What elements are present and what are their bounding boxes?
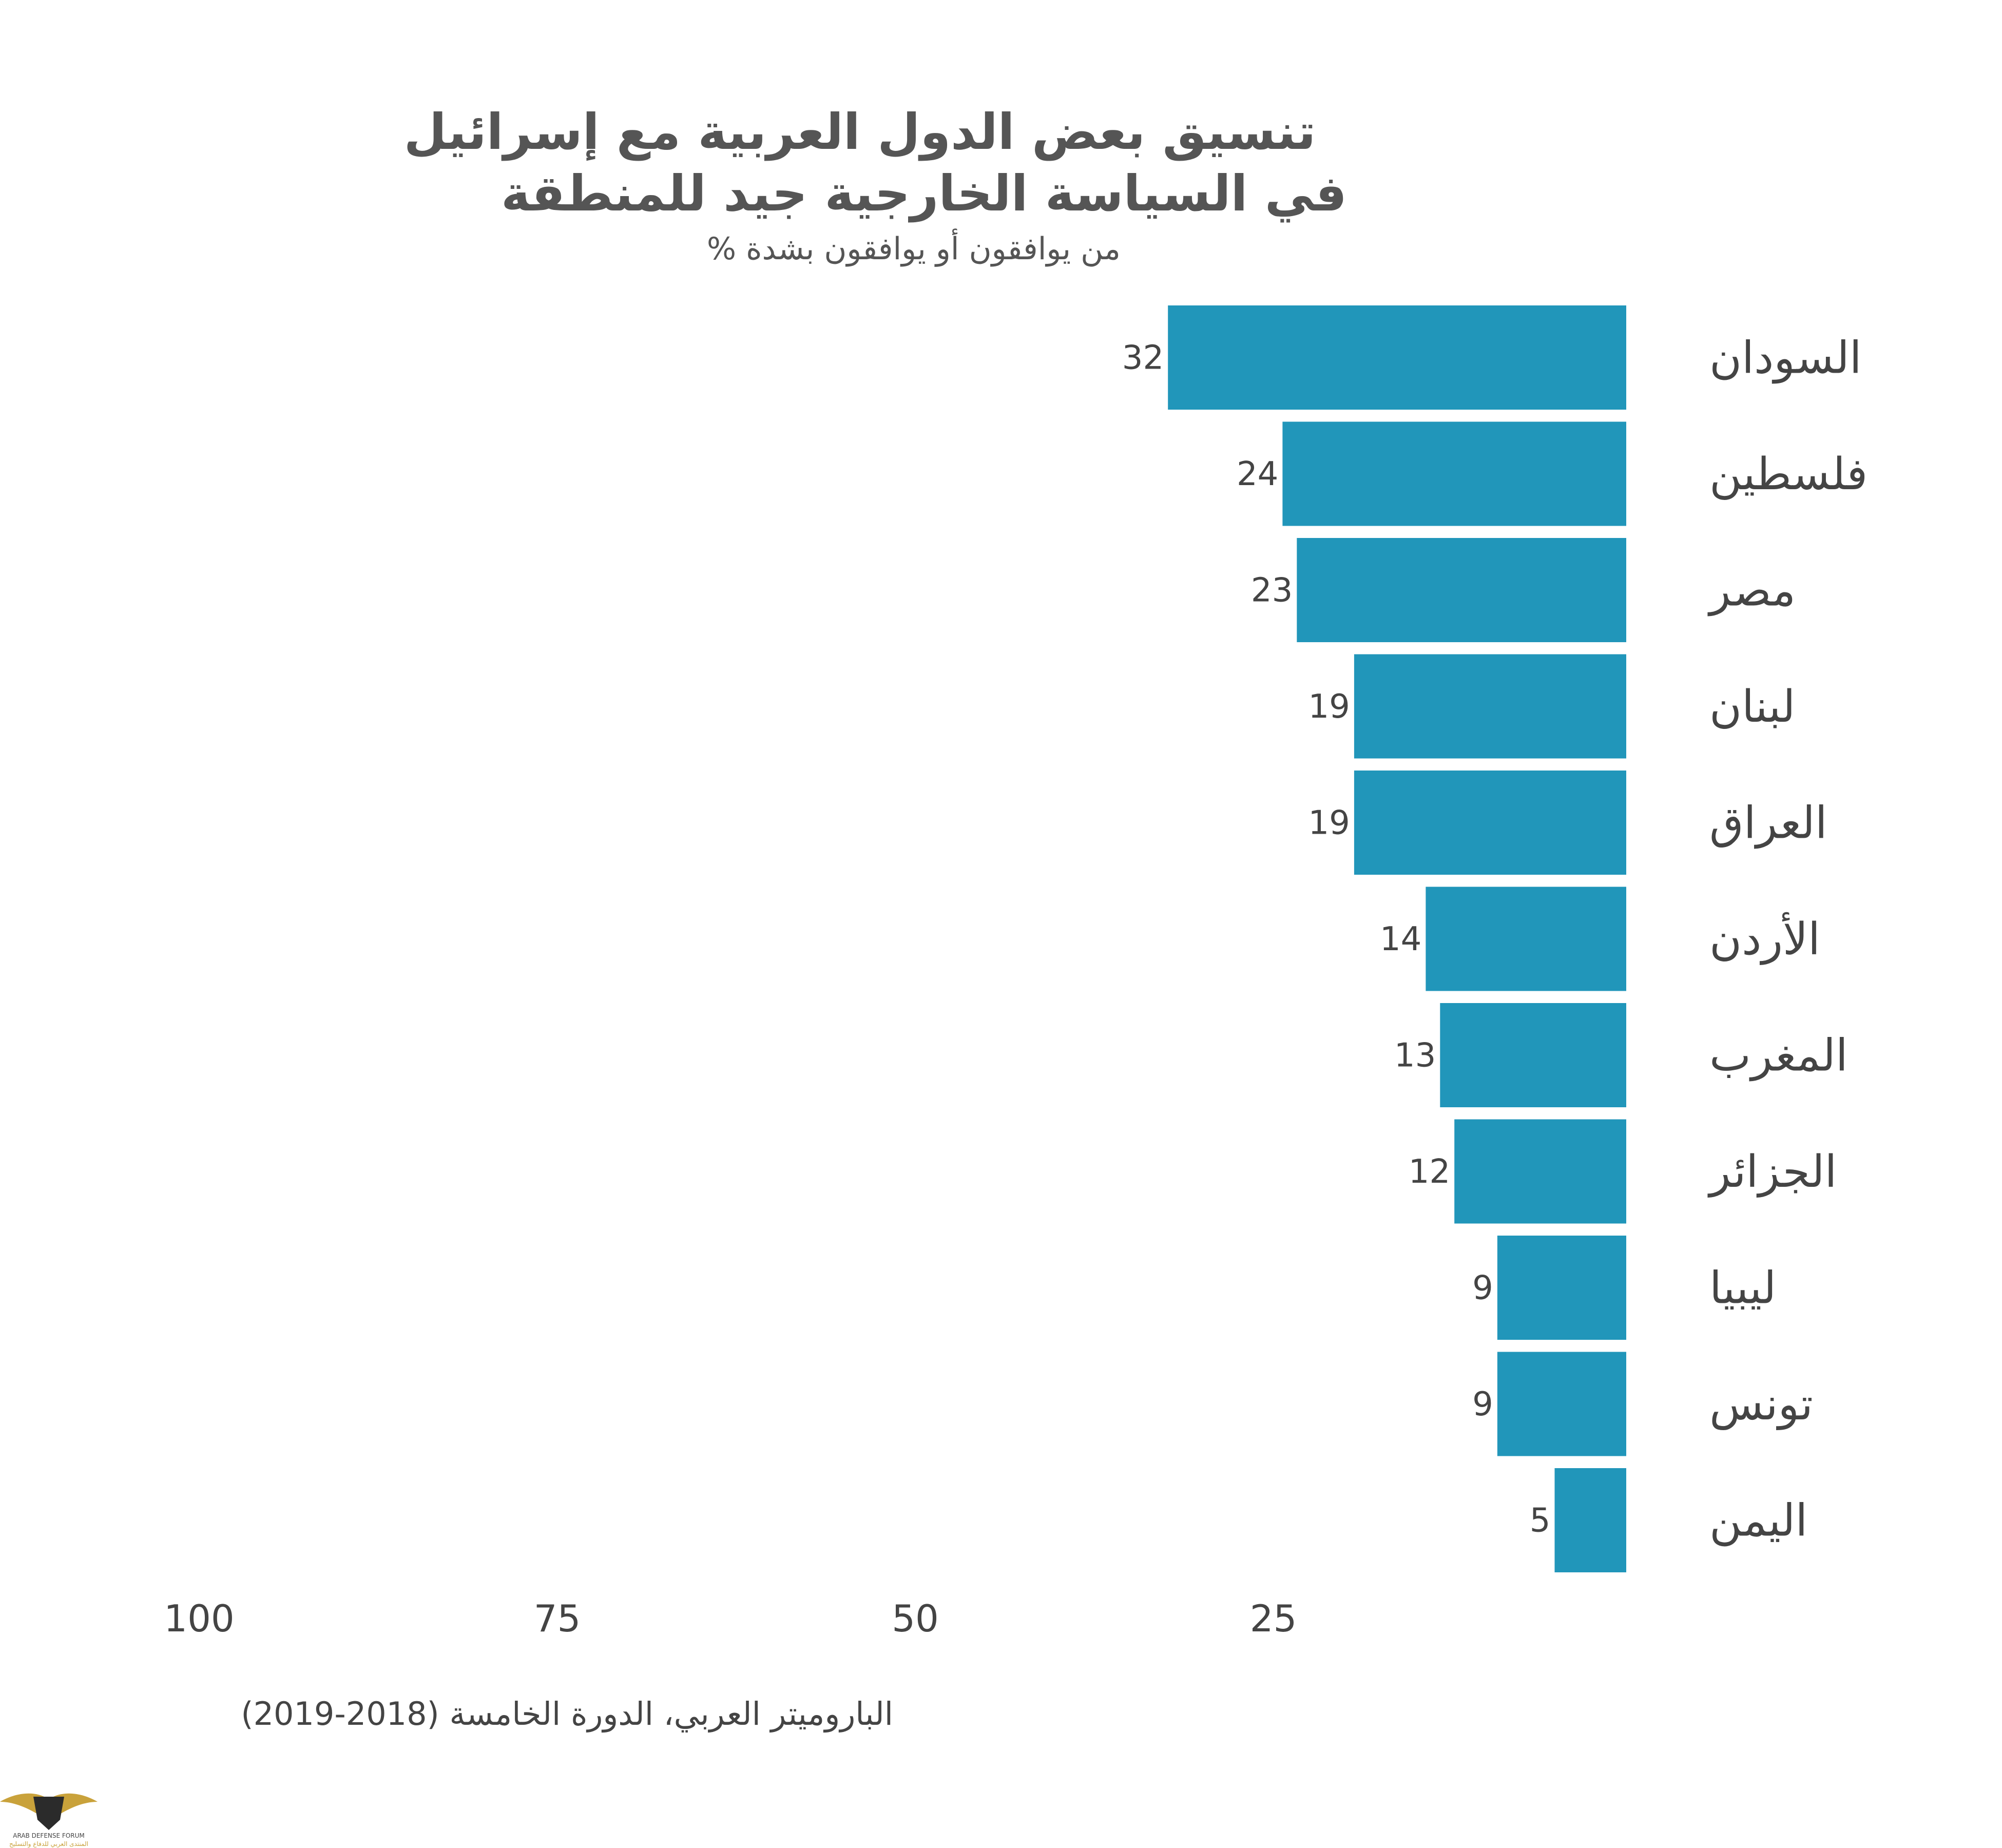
- bar: [1426, 887, 1626, 991]
- category-label: فلسطين: [1709, 449, 1868, 500]
- source-note: الباروميتر العربي، الدورة الخامسة (2018-…: [241, 1695, 893, 1732]
- bar-value-label: 14: [1380, 920, 1421, 958]
- x-tick-label: 50: [892, 1597, 939, 1640]
- bar-value-label: 19: [1308, 688, 1350, 726]
- bar: [1297, 538, 1626, 642]
- bars-group: 32 السودان 24 فلسطين 23 مصر 19 لبنان 19 العراق 14 ا…: [1122, 305, 1868, 1572]
- bar: [1354, 654, 1626, 759]
- category-label: ليبيا: [1709, 1263, 1776, 1314]
- chart-title-line2: في السياسة الخارجية جيد للمنطقة: [501, 165, 1347, 223]
- bar: [1554, 1468, 1626, 1572]
- category-label: اليمن: [1709, 1495, 1807, 1547]
- bar: [1168, 305, 1626, 410]
- logo-text-ar: المنتدى العربي للدفاع والتسليح: [9, 1840, 88, 1848]
- bar-value-label: 12: [1409, 1153, 1450, 1191]
- x-axis-ticks: 100 75 50 25: [164, 1597, 1297, 1640]
- bar-value-label: 9: [1472, 1385, 1493, 1423]
- x-tick-label: 75: [534, 1597, 581, 1640]
- bar: [1354, 771, 1626, 875]
- bar-value-label: 32: [1122, 339, 1164, 377]
- chart-title: تنسيق بعض الدول العربية مع إسرائيل: [404, 103, 1316, 161]
- bar-value-label: 9: [1472, 1269, 1493, 1307]
- x-tick-label: 100: [164, 1597, 234, 1640]
- x-tick-label: 25: [1250, 1597, 1297, 1640]
- bar-value-label: 13: [1394, 1037, 1436, 1075]
- bar-value-label: 5: [1530, 1502, 1551, 1540]
- category-label: الجزائر: [1707, 1146, 1837, 1198]
- bar: [1497, 1352, 1626, 1456]
- logo: ARAB DEFENSE FORUM المنتدى العربي للدفاع…: [0, 1793, 98, 1848]
- category-label: تونس: [1709, 1379, 1813, 1430]
- bar: [1497, 1236, 1626, 1340]
- category-label: مصر: [1707, 565, 1796, 617]
- bar-value-label: 23: [1251, 572, 1293, 610]
- bar: [1454, 1119, 1626, 1224]
- bar: [1440, 1003, 1626, 1107]
- category-label: العراق: [1709, 798, 1827, 849]
- category-label: الأردن: [1709, 912, 1820, 965]
- chart-subtitle: % من يوافقون أو يوافقون بشدة: [707, 228, 1121, 267]
- category-label: السودان: [1709, 333, 1862, 384]
- bar-value-label: 19: [1308, 804, 1350, 842]
- bar-value-label: 24: [1237, 455, 1278, 493]
- logo-text-en: ARAB DEFENSE FORUM: [13, 1832, 84, 1839]
- bar: [1282, 421, 1626, 526]
- category-label: لبنان: [1709, 681, 1795, 733]
- wings-icon: [0, 1793, 98, 1830]
- category-label: المغرب: [1709, 1030, 1848, 1082]
